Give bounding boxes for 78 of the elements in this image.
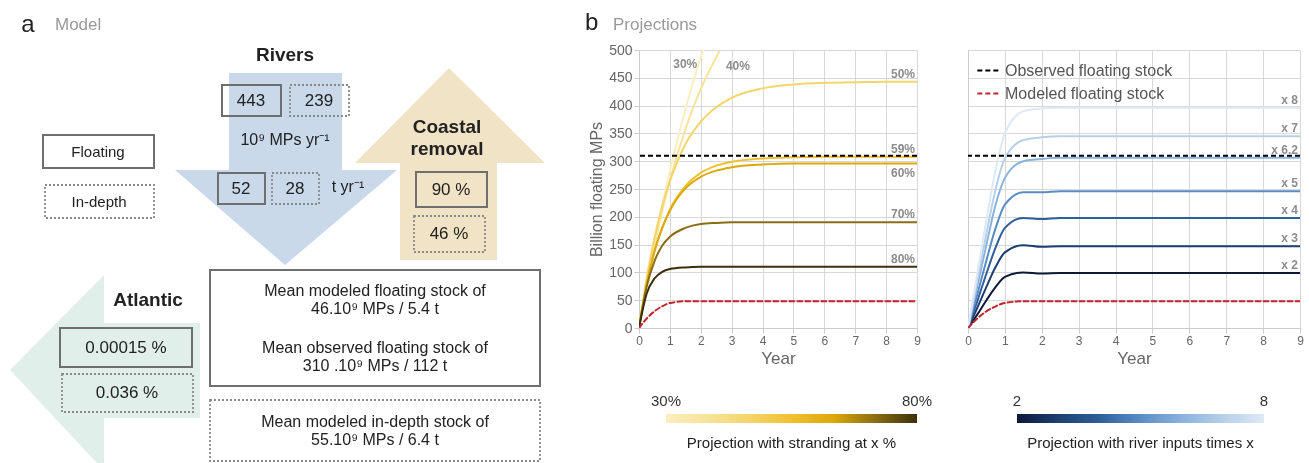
- text: 0.036 %: [95, 383, 159, 403]
- x-tick-label: 9: [1297, 333, 1305, 348]
- text: Mean observed floating stock of 310 .10⁹ MPs / 112 t: [261, 338, 489, 376]
- y-axis-title: Billion floating MPs: [588, 121, 606, 258]
- x-tick-label: 7: [852, 333, 860, 348]
- series-label: x 5: [1281, 176, 1299, 191]
- series-label: x 8: [1281, 92, 1299, 107]
- y-tick-label: 500: [609, 41, 633, 58]
- y-tick-label: 450: [609, 69, 633, 86]
- text: 90 %: [431, 180, 471, 200]
- text: Mean modeled floating stock of 46.10⁹ MPs / 5.4 t: [263, 281, 487, 319]
- text: 46 %: [429, 224, 469, 244]
- text: 10⁹ MPs yr⁻¹: [240, 130, 330, 150]
- x-axis-title: Year: [761, 348, 797, 368]
- x-tick-label: 8: [1260, 333, 1268, 348]
- x-tick-label: 7: [1223, 333, 1231, 348]
- x-tick-label: 5: [1149, 333, 1157, 348]
- x-tick-label: 1: [1002, 333, 1010, 348]
- x-tick-label: 6: [821, 333, 829, 348]
- x-tick-label: 6: [1186, 333, 1194, 348]
- color-bar-label: 2: [1012, 392, 1022, 410]
- x-tick-label: 3: [1075, 333, 1083, 348]
- x-tick-label: 9: [914, 333, 922, 348]
- series-label: x 6.2: [1271, 142, 1299, 157]
- series-label: x 4: [1281, 202, 1299, 217]
- x-tick-label: 8: [883, 333, 891, 348]
- series-label: 30%: [673, 57, 698, 71]
- legend-label: Observed floating stock: [1005, 61, 1174, 79]
- x-tick-label: 2: [1038, 333, 1046, 348]
- text: Coastal removal: [409, 116, 485, 160]
- legend-label: Modeled floating stock: [1005, 84, 1166, 102]
- color-bar-title: Projection with stranding at x %: [686, 434, 897, 452]
- x-tick-label: 4: [759, 333, 767, 348]
- text: t yr⁻¹: [331, 177, 365, 197]
- y-tick-label: 250: [609, 180, 633, 197]
- text: Atlantic: [113, 289, 183, 311]
- text: 443: [236, 91, 266, 111]
- text: Model: [55, 15, 102, 35]
- y-tick-label: 150: [609, 236, 633, 253]
- series-label: 60%: [890, 166, 916, 181]
- text: 239: [304, 91, 334, 111]
- y-tick-label: 400: [609, 97, 633, 114]
- text: Floating: [71, 143, 125, 161]
- y-tick-label: 100: [609, 263, 633, 280]
- color-bar-label: 80%: [901, 392, 933, 410]
- text: Rivers: [255, 44, 315, 66]
- series-label: x 3: [1281, 231, 1299, 246]
- series-label: 70%: [890, 207, 916, 222]
- x-tick-label: 0: [636, 333, 644, 348]
- y-tick-label: 50: [616, 291, 633, 308]
- text: b: [585, 8, 599, 36]
- series-label: 40%: [725, 59, 751, 73]
- y-tick-label: 300: [609, 152, 633, 169]
- x-axis-title: Year: [1117, 348, 1153, 368]
- series-label: x 2: [1281, 257, 1299, 272]
- color-bar-label: 8: [1259, 392, 1269, 410]
- x-tick-label: 5: [790, 333, 798, 348]
- text: 0.00015 %: [85, 338, 167, 358]
- text: Mean modeled in-depth stock of 55.10⁹ MPs / 6.4 t: [260, 412, 490, 450]
- color-bar-title: Projection with river inputs times x: [1027, 434, 1254, 452]
- x-tick-label: 0: [965, 333, 973, 348]
- y-tick-label: 200: [609, 208, 633, 225]
- series-label: 80%: [890, 251, 916, 266]
- x-tick-label: 4: [1112, 333, 1120, 348]
- text: 28: [285, 179, 305, 199]
- text: 52: [231, 179, 251, 199]
- x-tick-label: 2: [697, 333, 705, 348]
- chart-title: Projections: [613, 15, 698, 35]
- y-tick-label: 350: [609, 124, 633, 141]
- series-label: 50%: [890, 66, 916, 81]
- series-label: 59%: [890, 141, 916, 156]
- text: a: [21, 10, 35, 38]
- y-tick-label: 0: [624, 319, 633, 336]
- text: In-depth: [71, 193, 127, 211]
- color-bar-label: 30%: [650, 392, 682, 410]
- series-label: x 7: [1281, 121, 1299, 136]
- x-tick-label: 3: [728, 333, 736, 348]
- x-tick-label: 1: [667, 333, 675, 348]
